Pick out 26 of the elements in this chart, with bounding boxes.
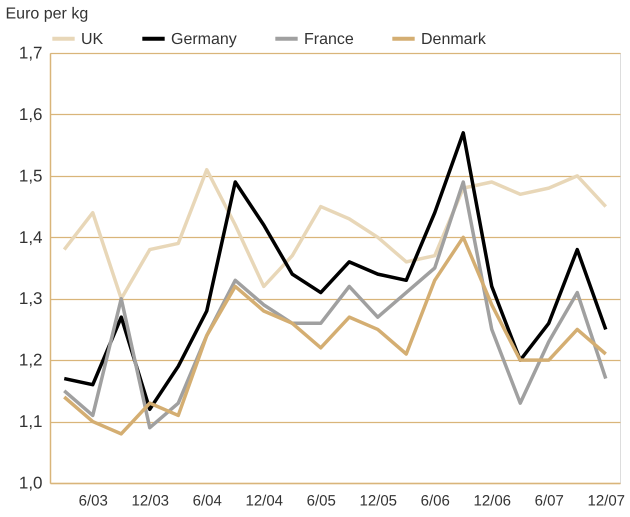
- legend-label: UK: [81, 30, 104, 48]
- y-tick-label: 1,2: [18, 350, 42, 370]
- y-tick-label: 1,0: [18, 474, 42, 492]
- legend-label: Germany: [171, 30, 237, 48]
- line-series: [62, 168, 608, 300]
- x-tick-label: 6/04: [192, 492, 222, 510]
- y-axis-title: Euro per kg: [6, 6, 88, 22]
- x-tick-label: 6/03: [78, 492, 108, 510]
- y-tick-label: 1,3: [18, 289, 42, 308]
- x-tick-label: 6/06: [420, 492, 450, 510]
- y-tick-label: 1,1: [18, 412, 42, 432]
- y-tick-label: 1,5: [18, 166, 42, 186]
- line-series: [62, 131, 608, 412]
- legend-label: Denmark: [421, 30, 487, 48]
- y-tick-label: 1,4: [18, 228, 42, 247]
- legend-label: France: [304, 30, 354, 48]
- x-tick-label: 6/07: [534, 492, 564, 510]
- x-tick-label: 12/03: [131, 492, 170, 510]
- x-tick-label: 12/07: [587, 492, 626, 510]
- x-tick-label: 12/06: [473, 492, 512, 510]
- x-tick-label: 6/05: [306, 492, 336, 510]
- x-tick-label: 12/04: [245, 492, 284, 510]
- y-tick-label: 1,7: [18, 44, 42, 62]
- line-series: [62, 180, 608, 430]
- y-tick-label: 1,6: [18, 104, 42, 124]
- x-tick-label: 12/05: [359, 492, 398, 510]
